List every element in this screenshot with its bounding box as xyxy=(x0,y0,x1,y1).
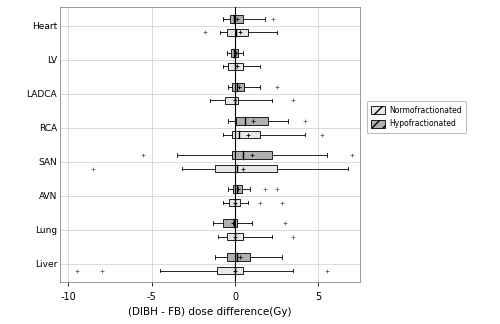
Bar xyxy=(232,83,244,91)
Bar xyxy=(231,49,238,57)
Bar xyxy=(232,131,260,138)
Bar xyxy=(224,219,236,227)
Bar xyxy=(215,165,276,172)
Bar xyxy=(232,151,272,159)
Bar xyxy=(230,15,243,23)
Legend: Normofractionated, Hypofractionated: Normofractionated, Hypofractionated xyxy=(367,101,466,133)
Bar xyxy=(229,199,240,206)
Bar xyxy=(216,267,244,274)
Bar xyxy=(226,233,244,240)
Bar xyxy=(234,185,242,193)
X-axis label: (DIBH - FB) dose difference(Gy): (DIBH - FB) dose difference(Gy) xyxy=(128,307,292,317)
Bar xyxy=(225,97,238,104)
Bar xyxy=(236,117,268,125)
Bar xyxy=(226,253,250,261)
Bar xyxy=(226,29,248,36)
Bar xyxy=(228,63,244,70)
